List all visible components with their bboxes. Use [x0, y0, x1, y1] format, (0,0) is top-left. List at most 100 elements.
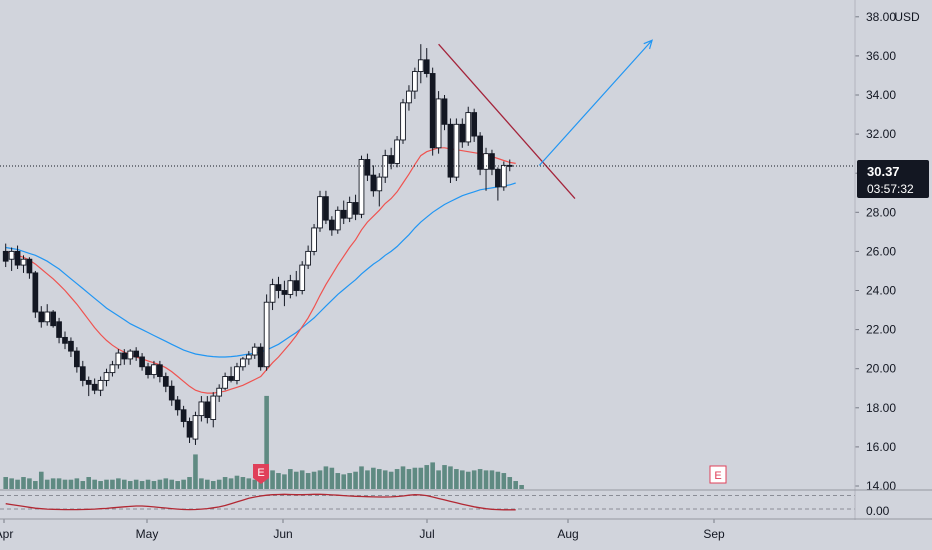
- candle-down: [293, 280, 300, 291]
- volume-bar: [394, 469, 400, 489]
- volume-bar: [216, 479, 222, 489]
- time-tick-label: Jun: [273, 527, 292, 541]
- candle-up: [412, 71, 418, 92]
- currency-label: USD: [894, 10, 920, 24]
- candle-down: [133, 350, 140, 358]
- price-tick-label: 28.00: [866, 205, 896, 219]
- candle-up: [115, 352, 122, 366]
- candle-up: [210, 395, 217, 420]
- volume-bar: [388, 471, 394, 489]
- candle-down: [388, 155, 395, 164]
- time-tick-label: Sep: [703, 527, 725, 541]
- volume-bar: [305, 473, 311, 489]
- volume-bar: [323, 466, 329, 489]
- volume-bar: [299, 470, 305, 489]
- price-tick-label: 22.00: [866, 323, 896, 337]
- candle-down: [329, 219, 335, 231]
- price-tick-label: 26.00: [866, 244, 896, 258]
- candle-down: [50, 311, 56, 327]
- volume-bar: [33, 481, 38, 489]
- volume-bar: [341, 474, 347, 489]
- volume-bars: [3, 395, 524, 489]
- volume-bar: [519, 485, 524, 489]
- volume-bar: [127, 481, 133, 489]
- candle-down: [370, 174, 377, 192]
- volume-bar: [311, 471, 317, 489]
- volume-bar: [471, 470, 477, 489]
- candle-up: [151, 364, 157, 376]
- volume-bar: [353, 471, 358, 489]
- volume-bar: [181, 479, 186, 489]
- bar-countdown-label: 03:57:32: [867, 182, 914, 196]
- earnings-marker-upcoming[interactable]: E: [709, 465, 727, 484]
- volume-bar: [418, 467, 424, 489]
- candle-up: [376, 176, 383, 192]
- volume-bar: [205, 479, 210, 489]
- candle-down: [477, 135, 483, 170]
- earnings-marker-upcoming-label: E: [714, 470, 721, 482]
- volume-bar: [187, 477, 192, 489]
- volume-bar: [276, 473, 281, 489]
- candle-up: [20, 258, 27, 266]
- volume-bar: [163, 478, 169, 489]
- candle-up: [382, 155, 389, 178]
- volume-bar: [122, 479, 127, 489]
- candle-down: [364, 159, 371, 176]
- volume-bar: [38, 471, 44, 489]
- candle-down: [204, 401, 211, 419]
- price-tick-label: 32.00: [866, 127, 896, 141]
- volume-bar: [145, 479, 151, 489]
- candle-down: [26, 258, 33, 274]
- volume-bar: [501, 473, 507, 489]
- volume-bar: [424, 465, 430, 489]
- projection-arrowhead: [643, 39, 653, 50]
- candle-up: [251, 346, 258, 356]
- volume-bar: [406, 469, 412, 489]
- volume-bar: [412, 467, 418, 489]
- candle-up: [245, 354, 252, 360]
- candle-up: [311, 227, 317, 252]
- current-price-label: 30.37: [867, 164, 900, 179]
- volume-bar: [151, 481, 157, 489]
- volume-bar: [68, 479, 74, 489]
- volume-bar: [430, 462, 435, 489]
- volume-bar: [465, 471, 471, 489]
- volume-bar: [50, 478, 56, 489]
- volume-bar: [507, 477, 513, 489]
- time-tick-label: Aug: [557, 527, 578, 541]
- candle-down: [14, 250, 21, 266]
- candle-up: [500, 164, 507, 188]
- volume-bar: [222, 477, 228, 489]
- candle-up: [44, 311, 51, 323]
- time-axis[interactable]: Apr May Jun Jul Aug Sep: [0, 519, 725, 541]
- volume-bar: [329, 467, 335, 489]
- volume-bar: [56, 478, 62, 489]
- drawing-tools[interactable]: [438, 39, 653, 200]
- volume-bar: [460, 470, 465, 489]
- earnings-marker[interactable]: E: [253, 464, 269, 484]
- price-tick-label: 38.00: [866, 10, 896, 24]
- volume-bar: [400, 466, 406, 489]
- price-tick-label: 20.00: [866, 362, 896, 376]
- volume-bar: [270, 470, 275, 489]
- candle-down: [429, 73, 436, 149]
- candle-down: [495, 168, 501, 188]
- time-tick-label: Jul: [419, 527, 434, 541]
- candle-up: [269, 284, 276, 303]
- candle-up: [305, 250, 311, 266]
- candle-up: [240, 358, 246, 368]
- osc-line: [5, 493, 516, 511]
- candle-down: [32, 272, 39, 313]
- candle-down: [91, 383, 98, 391]
- volume-bar: [376, 469, 382, 489]
- volume-bar: [489, 470, 495, 489]
- volume-bar: [436, 470, 441, 489]
- volume-bar: [193, 454, 198, 489]
- volume-bar: [513, 481, 518, 489]
- price-axis[interactable]: 14.00 16.00 18.00 20.00 22.00 24.00 26.00 28.00…: [855, 10, 896, 493]
- candle-down: [275, 284, 282, 291]
- volume-bar: [3, 477, 8, 489]
- candle-up: [97, 379, 104, 391]
